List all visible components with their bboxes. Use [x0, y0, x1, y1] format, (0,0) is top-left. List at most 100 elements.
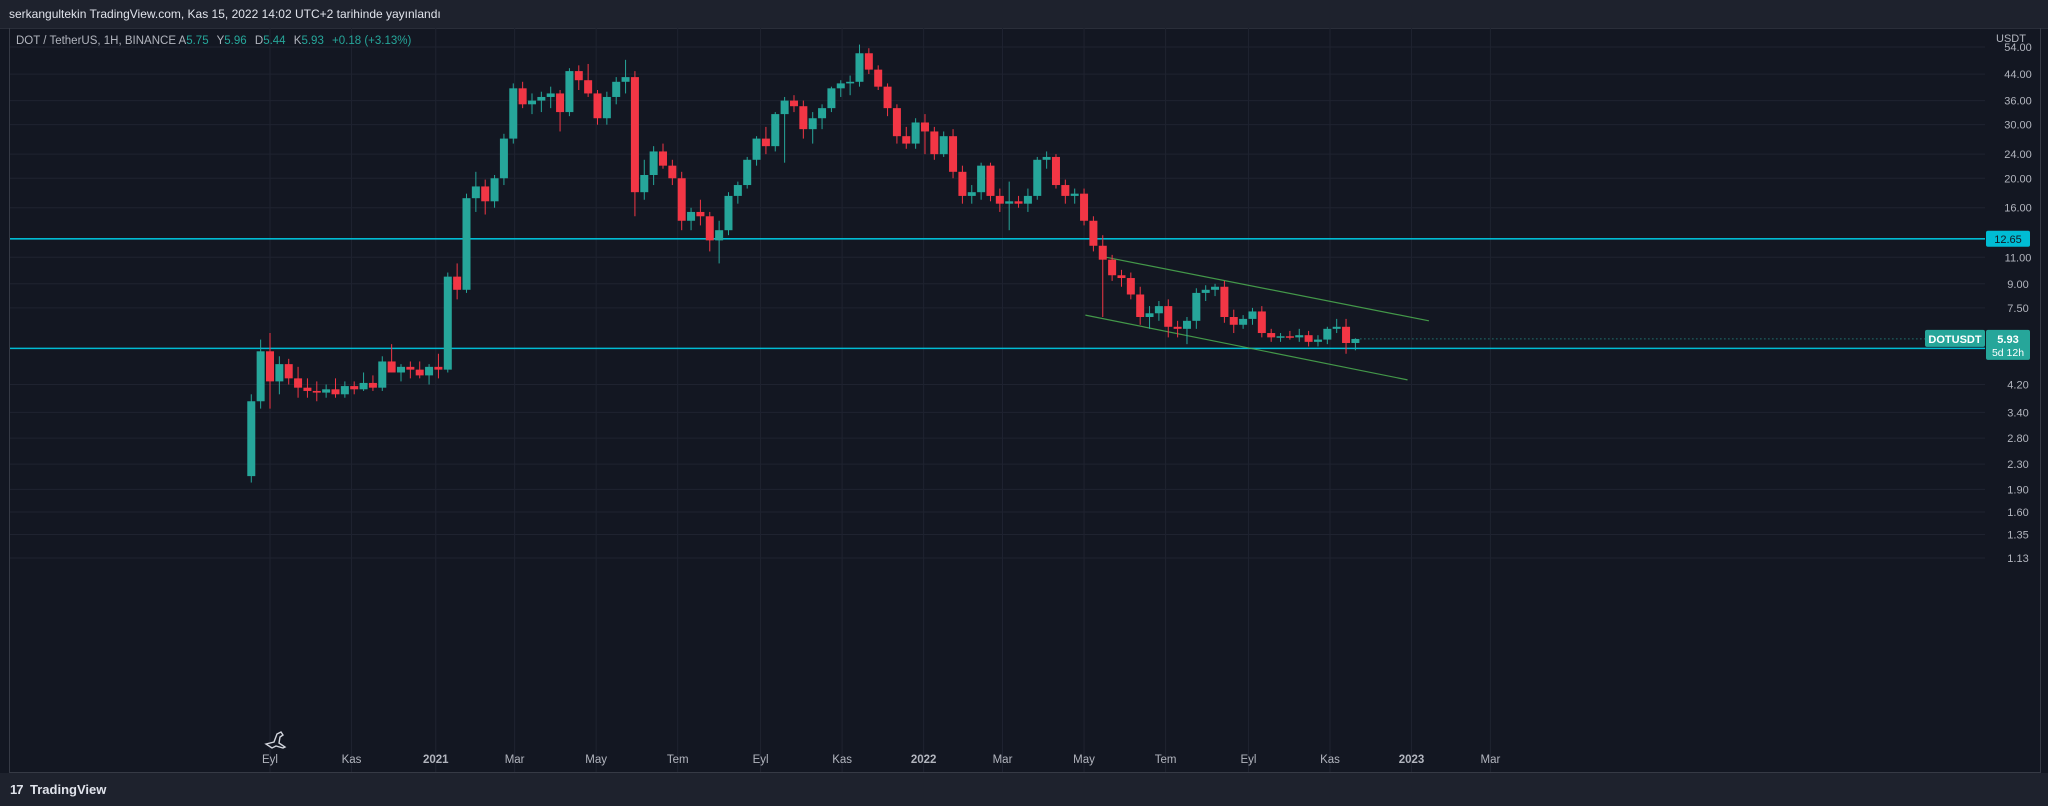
candle-body[interactable]: [322, 389, 331, 393]
candle-body[interactable]: [546, 93, 555, 97]
candle-body[interactable]: [789, 100, 798, 107]
candle-body[interactable]: [977, 165, 986, 193]
candle-body[interactable]: [995, 195, 1004, 204]
candle-body[interactable]: [911, 122, 920, 144]
candle-body[interactable]: [387, 361, 396, 373]
candle-body[interactable]: [1014, 201, 1023, 204]
candle-body[interactable]: [874, 69, 883, 87]
candle-body[interactable]: [481, 186, 490, 202]
candle-body[interactable]: [490, 178, 499, 202]
candle-body[interactable]: [752, 138, 761, 160]
candle-body[interactable]: [556, 93, 565, 113]
candle-body[interactable]: [1342, 326, 1351, 343]
candle-body[interactable]: [761, 138, 770, 147]
candle-body[interactable]: [967, 192, 976, 196]
candle-body[interactable]: [602, 96, 611, 119]
candle-body[interactable]: [724, 195, 733, 231]
candle-body[interactable]: [808, 118, 817, 130]
candle-body[interactable]: [780, 100, 789, 115]
candle-body[interactable]: [743, 159, 752, 186]
candle-body[interactable]: [1080, 193, 1089, 221]
candle-body[interactable]: [696, 211, 705, 217]
candle-body[interactable]: [1145, 313, 1154, 317]
candle-body[interactable]: [1117, 275, 1126, 279]
candle-body[interactable]: [986, 165, 995, 196]
candle-body[interactable]: [949, 136, 958, 172]
candle-body[interactable]: [705, 216, 714, 241]
candle-body[interactable]: [1051, 156, 1060, 186]
channel-trend-line[interactable]: [1099, 255, 1430, 322]
candle-body[interactable]: [499, 138, 508, 179]
candle-body[interactable]: [584, 80, 593, 94]
candle-body[interactable]: [1351, 338, 1360, 343]
candle-body[interactable]: [1285, 336, 1294, 338]
candle-body[interactable]: [471, 186, 480, 199]
candle-body[interactable]: [574, 71, 583, 81]
candle-body[interactable]: [799, 106, 808, 130]
candle-body[interactable]: [1042, 156, 1051, 160]
candle-body[interactable]: [434, 366, 443, 370]
candle-body[interactable]: [462, 198, 471, 290]
candle-body[interactable]: [920, 122, 929, 132]
candle-body[interactable]: [658, 151, 667, 166]
candle-body[interactable]: [1098, 245, 1107, 260]
candle-body[interactable]: [312, 390, 321, 393]
candle-body[interactable]: [836, 83, 845, 89]
candle-body[interactable]: [1220, 286, 1229, 317]
candle-body[interactable]: [565, 71, 574, 113]
candle-body[interactable]: [1089, 220, 1098, 246]
candle-body[interactable]: [425, 366, 434, 376]
candle-body[interactable]: [294, 378, 303, 388]
candle-body[interactable]: [443, 276, 452, 370]
candle-body[interactable]: [612, 81, 621, 97]
candle-body[interactable]: [640, 174, 649, 193]
candle-body[interactable]: [1304, 335, 1313, 342]
symbol-name[interactable]: DOT / TetherUS, 1H, BINANCE: [16, 35, 176, 47]
candle-body[interactable]: [331, 389, 340, 395]
candle-body[interactable]: [378, 361, 387, 388]
candle-body[interactable]: [1033, 159, 1042, 196]
candle-body[interactable]: [1023, 195, 1032, 204]
candle-body[interactable]: [368, 382, 377, 388]
candle-body[interactable]: [340, 386, 349, 395]
candle-body[interactable]: [771, 114, 780, 147]
candle-body[interactable]: [930, 131, 939, 155]
tradingview-logo[interactable]: 17 TradingView: [10, 782, 106, 797]
candle-body[interactable]: [1211, 286, 1220, 290]
candle-body[interactable]: [621, 77, 630, 82]
candle-body[interactable]: [892, 108, 901, 137]
candle-body[interactable]: [827, 88, 836, 109]
candle-body[interactable]: [396, 366, 405, 373]
candle-body[interactable]: [303, 387, 312, 391]
channel-trend-line[interactable]: [1085, 314, 1408, 381]
candle-body[interactable]: [1126, 278, 1135, 295]
candle-body[interactable]: [630, 77, 639, 193]
candle-body[interactable]: [518, 88, 527, 105]
candle-body[interactable]: [1192, 292, 1201, 321]
candle-body[interactable]: [1276, 336, 1285, 338]
candle-body[interactable]: [1201, 289, 1210, 293]
candle-body[interactable]: [1108, 259, 1117, 276]
candle-body[interactable]: [275, 364, 284, 382]
candle-body[interactable]: [677, 178, 686, 221]
candle-body[interactable]: [1295, 335, 1304, 338]
candle-body[interactable]: [406, 366, 415, 370]
candle-body[interactable]: [266, 351, 274, 382]
candle-body[interactable]: [1229, 316, 1238, 325]
candle-body[interactable]: [527, 100, 536, 105]
candle-body[interactable]: [593, 93, 602, 119]
candle-body[interactable]: [864, 53, 873, 70]
candle-body[interactable]: [247, 401, 256, 477]
candle-body[interactable]: [715, 230, 724, 241]
candle-body[interactable]: [1154, 306, 1163, 314]
candle-body[interactable]: [1182, 320, 1191, 329]
candle-body[interactable]: [453, 276, 462, 290]
candle-body[interactable]: [939, 136, 948, 155]
candle-body[interactable]: [415, 369, 424, 376]
candle-body[interactable]: [284, 364, 293, 379]
candle-body[interactable]: [883, 86, 892, 109]
candle-body[interactable]: [687, 211, 696, 221]
candle-body[interactable]: [1173, 326, 1182, 329]
candle-body[interactable]: [1248, 311, 1257, 319]
